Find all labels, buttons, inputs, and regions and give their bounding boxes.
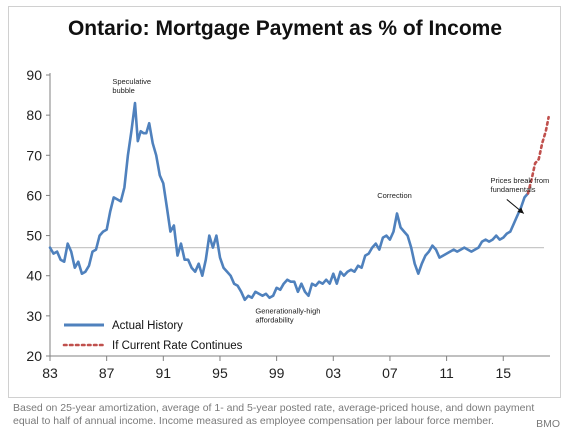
footnote: Based on 25-year amortization, average o… <box>13 402 535 427</box>
legend-label-actual: Actual History <box>112 320 183 332</box>
chart-plot: 20 30 40 50 60 70 80 90 83 87 91 95 99 03 07 11 15 Specul… <box>26 67 550 381</box>
x-tick-label: 95 <box>212 365 228 381</box>
chart-annotation: Generationally-high affordability <box>255 306 320 324</box>
y-tick-label: 90 <box>26 67 42 83</box>
actual-history-line <box>48 101 530 302</box>
x-tick-label: 11 <box>439 365 454 381</box>
y-tick-label: 60 <box>26 187 42 203</box>
x-tick-label: 03 <box>325 365 341 381</box>
y-tick-label: 70 <box>26 147 42 163</box>
y-tick-label: 80 <box>26 107 42 123</box>
x-tick-label: 87 <box>99 365 115 381</box>
chart-annotation: Correction <box>377 191 412 200</box>
x-tick-label: 07 <box>382 365 398 381</box>
chart-annotation: Speculative bubble <box>112 77 151 95</box>
chart-frame <box>8 6 561 398</box>
legend-label-projection: If Current Rate Continues <box>112 340 243 352</box>
y-tick-label: 50 <box>26 228 42 244</box>
projection-line <box>526 115 550 195</box>
chart-title: Ontario: Mortgage Payment as % of Income <box>67 17 503 40</box>
chart-annotation: Prices break from fundamentals <box>491 176 550 194</box>
source-label: BMO <box>536 418 560 430</box>
y-tick-label: 30 <box>26 308 42 324</box>
annotation-arrow <box>506 199 525 214</box>
x-tick-label: 91 <box>156 365 172 381</box>
y-tick-label: 20 <box>26 348 42 364</box>
y-tick-label: 40 <box>26 268 42 284</box>
x-tick-label: 15 <box>495 365 511 381</box>
x-tick-label: 83 <box>42 365 58 381</box>
x-tick-label: 99 <box>269 365 285 381</box>
